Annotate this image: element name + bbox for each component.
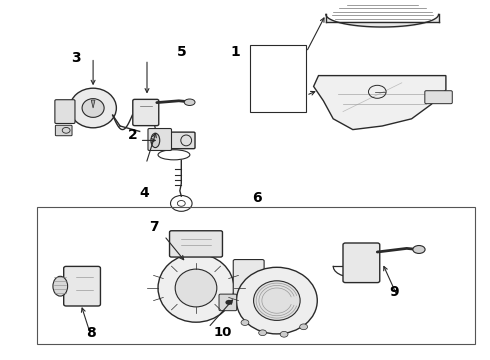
Circle shape — [280, 332, 288, 337]
Circle shape — [300, 324, 308, 330]
Ellipse shape — [413, 246, 425, 253]
Bar — [37, 207, 475, 344]
FancyBboxPatch shape — [155, 132, 195, 149]
FancyBboxPatch shape — [133, 99, 159, 126]
FancyBboxPatch shape — [170, 231, 222, 257]
Circle shape — [225, 300, 232, 305]
Circle shape — [241, 320, 249, 325]
Ellipse shape — [236, 267, 318, 334]
FancyBboxPatch shape — [233, 260, 264, 295]
Text: 1: 1 — [230, 45, 240, 59]
Text: 6: 6 — [252, 191, 262, 205]
Text: 5: 5 — [176, 45, 186, 59]
Ellipse shape — [70, 88, 117, 128]
Ellipse shape — [82, 99, 104, 117]
Text: 3: 3 — [71, 51, 81, 64]
Ellipse shape — [151, 133, 160, 148]
Text: 7: 7 — [149, 220, 159, 234]
FancyBboxPatch shape — [343, 243, 380, 283]
Ellipse shape — [158, 254, 234, 322]
Wedge shape — [91, 100, 95, 108]
Circle shape — [177, 201, 185, 206]
Ellipse shape — [53, 276, 68, 296]
Text: 9: 9 — [390, 285, 399, 298]
Text: 10: 10 — [214, 327, 232, 339]
FancyBboxPatch shape — [64, 266, 100, 306]
Polygon shape — [314, 76, 446, 130]
Text: 4: 4 — [140, 186, 149, 199]
FancyBboxPatch shape — [219, 294, 237, 311]
FancyBboxPatch shape — [55, 125, 72, 136]
Ellipse shape — [254, 281, 300, 320]
Bar — [250, 45, 306, 112]
FancyBboxPatch shape — [148, 129, 171, 150]
Circle shape — [259, 330, 267, 336]
Text: 8: 8 — [86, 326, 96, 340]
Text: 2: 2 — [127, 128, 137, 142]
Ellipse shape — [175, 269, 217, 307]
FancyBboxPatch shape — [425, 91, 452, 104]
Ellipse shape — [184, 99, 195, 105]
FancyBboxPatch shape — [55, 100, 75, 123]
